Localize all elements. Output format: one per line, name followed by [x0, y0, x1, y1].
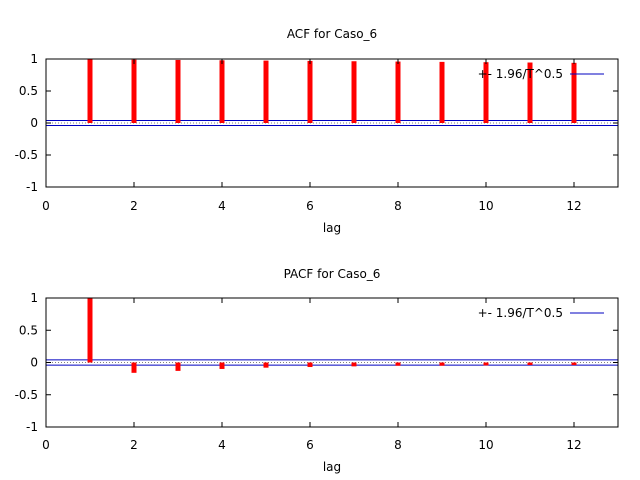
pacf-legend-label: +- 1.96/T^0.5: [478, 306, 563, 320]
pacf-bar-lag-4: [219, 362, 225, 369]
pacf-panel: PACF for Caso_6 1 0.5 0 -0.5 -1 0 2 4 6 8 10 12 lag +-…: [15, 267, 619, 474]
pacf-bar-lag-9: [439, 362, 445, 366]
acf-ytick-label: -1: [26, 180, 38, 194]
acf-xtick-label: 8: [394, 199, 402, 213]
acf-bar-lag-1: [87, 59, 93, 123]
pacf-bar-lag-12: [571, 362, 577, 366]
pacf-xtick-label: 6: [306, 438, 314, 452]
acf-xtick-label: 12: [566, 199, 581, 213]
acf-ytick-label: 1: [30, 52, 38, 66]
acf-bar-lag-6: [307, 60, 313, 123]
pacf-bar-lag-6: [307, 362, 313, 368]
pacf-xtick-label: 8: [394, 438, 402, 452]
pacf-xtick-label: 12: [566, 438, 581, 452]
acf-bar-lag-9: [439, 61, 445, 123]
acf-bar-lag-12: [571, 62, 577, 123]
acf-xtick-label: 10: [478, 199, 493, 213]
acf-bar-lag-2: [131, 59, 137, 123]
pacf-bar-lag-8: [395, 362, 401, 366]
pacf-xtick-label: 10: [478, 438, 493, 452]
pacf-bar-lag-1: [87, 298, 93, 363]
pacf-ytick-label: -1: [26, 420, 38, 434]
pacf-ytick-label: 0.5: [19, 323, 38, 337]
pacf-ytick-label: 1: [30, 291, 38, 305]
pacf-bar-lag-7: [351, 362, 357, 367]
acf-bar-lag-7: [351, 61, 357, 123]
pacf-ytick-label: -0.5: [15, 388, 38, 402]
pacf-xaxis-label: lag: [323, 460, 341, 474]
acf-bar-lag-11: [527, 62, 533, 123]
acf-ytick-label: -0.5: [15, 148, 38, 162]
pacf-title: PACF for Caso_6: [284, 267, 381, 281]
acf-bar-lag-4: [219, 60, 225, 123]
acf-xtick-label: 2: [130, 199, 138, 213]
acf-xaxis-label: lag: [323, 221, 341, 235]
acf-ytick-label: 0.5: [19, 84, 38, 98]
acf-ytick-label: 0: [30, 116, 38, 130]
acf-title: ACF for Caso_6: [287, 27, 377, 41]
pacf-xtick-label: 0: [42, 438, 50, 452]
pacf-bar-lag-3: [175, 362, 181, 371]
pacf-bar-lag-2: [131, 362, 137, 373]
pacf-bar-lag-5: [263, 362, 269, 368]
acf-bar-lag-3: [175, 59, 181, 123]
acf-bar-lag-8: [395, 61, 401, 123]
pacf-xtick-label: 2: [130, 438, 138, 452]
pacf-bar-lag-11: [527, 362, 533, 366]
pacf-bar-lag-10: [483, 362, 489, 366]
acf-legend-label: +- 1.96/T^0.5: [478, 67, 563, 81]
acf-bar-lag-5: [263, 60, 269, 123]
acf-xtick-label: 4: [218, 199, 226, 213]
pacf-xtick-label: 4: [218, 438, 226, 452]
acf-xtick-label: 6: [306, 199, 314, 213]
acf-bar-lag-10: [483, 62, 489, 123]
acf-panel: ACF for Caso_6 1 0.5 0 -0.5 -1 0 2 4 6 8 10 12 lag +- …: [15, 27, 619, 235]
acf-xtick-label: 0: [42, 199, 50, 213]
pacf-ytick-label: 0: [30, 356, 38, 370]
